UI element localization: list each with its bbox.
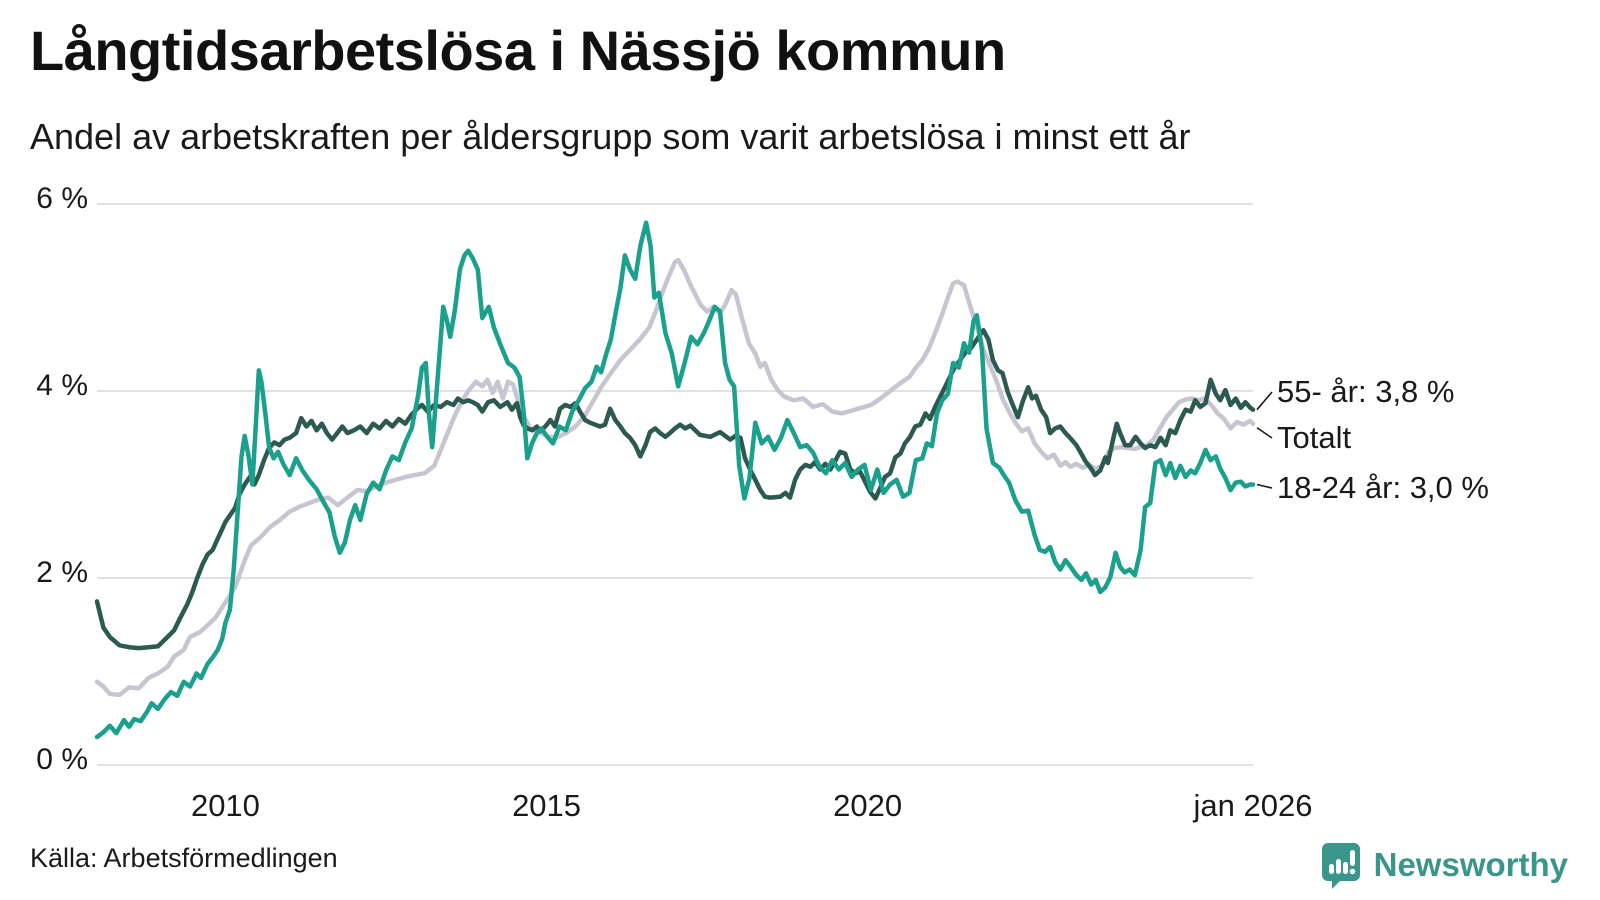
annotation-connector-1 xyxy=(1256,427,1273,439)
series-end-label-18-24-ar: 18-24 år: 3,0 % xyxy=(1277,470,1489,505)
series-line-18-24-r xyxy=(94,220,1256,740)
brand-lockup: Newsworthy xyxy=(1320,840,1568,890)
source-note: Källa: Arbetsförmedlingen xyxy=(30,843,338,873)
series-line-55-r xyxy=(94,327,1256,651)
y-tick-label-2: 2 % xyxy=(36,556,88,589)
x-tick-label-2020: 2020 xyxy=(833,788,903,823)
page-subtitle: Andel av arbetskraften per åldersgrupp s… xyxy=(30,116,1191,157)
x-tick-label-2010: 2010 xyxy=(190,788,260,823)
x-tick-label-2015: 2015 xyxy=(512,788,582,823)
newsworthy-speech-bubble-bar-chart-icon xyxy=(1321,843,1360,889)
y-tick-label-4: 4 % xyxy=(36,369,88,402)
x-tick-label-2026: jan 2026 xyxy=(1193,788,1313,823)
series-end-label-55-ar: 55- år: 3,8 % xyxy=(1277,374,1455,409)
annotation-connector-2 xyxy=(1256,483,1273,489)
page-title: Långtidsarbetslösa i Nässjö kommun xyxy=(30,19,1006,82)
series-end-label-totalt: Totalt xyxy=(1277,420,1352,455)
annotation-connector-0 xyxy=(1256,391,1273,411)
series-line-totalt xyxy=(94,257,1256,698)
y-tick-label-0: 0 % xyxy=(36,743,88,776)
unemployment-line-chart xyxy=(94,203,1273,766)
brand-wordmark: Newsworthy xyxy=(1373,846,1568,883)
y-tick-label-6: 6 % xyxy=(36,182,88,215)
